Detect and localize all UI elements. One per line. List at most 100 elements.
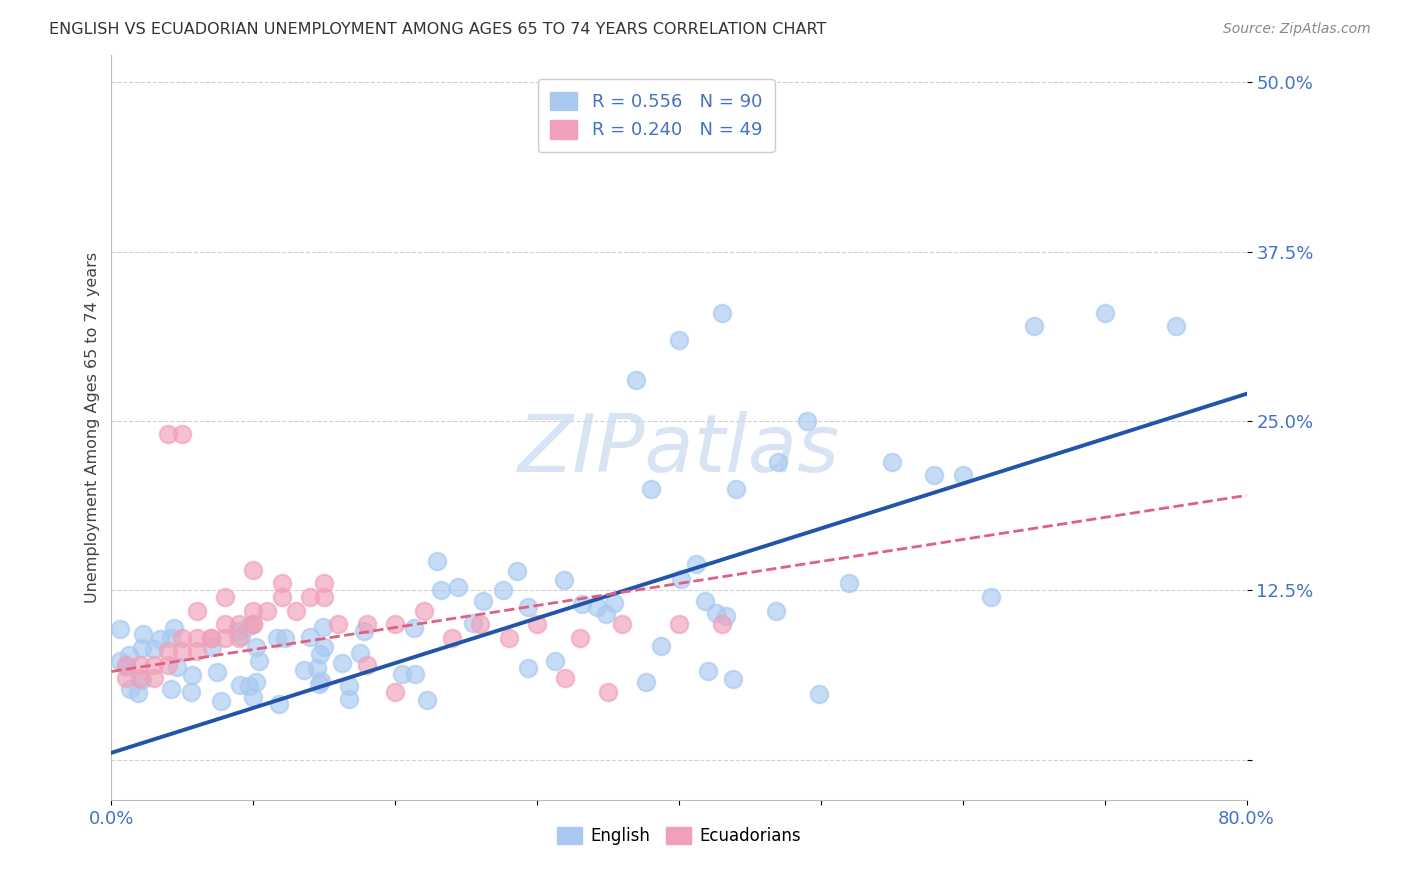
- Point: [314, 576, 336, 591]
- Point: [143, 657, 166, 672]
- Point: [353, 624, 375, 638]
- Point: [157, 644, 180, 658]
- Point: [1094, 305, 1116, 319]
- Point: [242, 603, 264, 617]
- Point: [149, 632, 172, 646]
- Point: [128, 671, 150, 685]
- Point: [308, 677, 330, 691]
- Point: [242, 617, 264, 632]
- Point: [157, 427, 180, 442]
- Point: [384, 617, 406, 632]
- Point: [131, 673, 153, 687]
- Point: [571, 597, 593, 611]
- Point: [685, 557, 707, 571]
- Point: [299, 590, 322, 604]
- Point: [266, 631, 288, 645]
- Point: [209, 694, 232, 708]
- Point: [416, 693, 439, 707]
- Point: [108, 654, 131, 668]
- Point: [391, 667, 413, 681]
- Point: [118, 648, 141, 663]
- Point: [120, 681, 142, 696]
- Point: [710, 305, 733, 319]
- Point: [245, 674, 267, 689]
- Point: [768, 454, 790, 468]
- Point: [544, 654, 567, 668]
- Point: [1022, 319, 1045, 334]
- Point: [284, 603, 307, 617]
- Point: [404, 666, 426, 681]
- Point: [603, 596, 626, 610]
- Point: [267, 697, 290, 711]
- Point: [186, 603, 208, 617]
- Point: [201, 640, 224, 655]
- Point: [225, 624, 247, 638]
- Point: [228, 678, 250, 692]
- Point: [166, 660, 188, 674]
- Point: [330, 657, 353, 671]
- Point: [586, 600, 609, 615]
- Point: [143, 671, 166, 685]
- Point: [349, 646, 371, 660]
- Point: [980, 590, 1002, 604]
- Point: [172, 644, 194, 658]
- Point: [115, 660, 138, 674]
- Point: [472, 593, 495, 607]
- Point: [128, 657, 150, 672]
- Point: [181, 667, 204, 681]
- Point: [596, 685, 619, 699]
- Point: [337, 679, 360, 693]
- Point: [517, 661, 540, 675]
- Point: [247, 654, 270, 668]
- Legend: R = 0.556   N = 90, R = 0.240   N = 49: R = 0.556 N = 90, R = 0.240 N = 49: [537, 79, 775, 152]
- Point: [242, 563, 264, 577]
- Point: [553, 573, 575, 587]
- Point: [461, 615, 484, 630]
- Point: [314, 640, 336, 654]
- Point: [356, 657, 378, 672]
- Point: [309, 647, 332, 661]
- Point: [807, 687, 830, 701]
- Point: [256, 603, 278, 617]
- Point: [636, 675, 658, 690]
- Point: [952, 468, 974, 483]
- Point: [160, 631, 183, 645]
- Point: [238, 619, 260, 633]
- Point: [491, 583, 513, 598]
- Point: [180, 685, 202, 699]
- Point: [668, 333, 690, 347]
- Point: [724, 482, 747, 496]
- Point: [669, 572, 692, 586]
- Point: [470, 617, 492, 632]
- Point: [131, 627, 153, 641]
- Point: [242, 690, 264, 704]
- Point: [200, 631, 222, 645]
- Point: [796, 414, 818, 428]
- Point: [714, 608, 737, 623]
- Point: [214, 631, 236, 645]
- Text: Source: ZipAtlas.com: Source: ZipAtlas.com: [1223, 22, 1371, 37]
- Point: [516, 599, 538, 614]
- Point: [242, 617, 264, 632]
- Point: [312, 620, 335, 634]
- Point: [693, 593, 716, 607]
- Point: [186, 644, 208, 658]
- Point: [765, 604, 787, 618]
- Point: [309, 673, 332, 688]
- Point: [506, 564, 529, 578]
- Point: [1164, 319, 1187, 334]
- Point: [245, 640, 267, 654]
- Point: [498, 631, 520, 645]
- Point: [426, 554, 449, 568]
- Y-axis label: Unemployment Among Ages 65 to 74 years: Unemployment Among Ages 65 to 74 years: [86, 252, 100, 603]
- Point: [706, 607, 728, 621]
- Point: [214, 617, 236, 632]
- Point: [274, 631, 297, 645]
- Point: [430, 582, 453, 597]
- Point: [270, 590, 292, 604]
- Point: [721, 673, 744, 687]
- Point: [157, 657, 180, 672]
- Point: [238, 679, 260, 693]
- Point: [131, 641, 153, 656]
- Point: [924, 468, 946, 483]
